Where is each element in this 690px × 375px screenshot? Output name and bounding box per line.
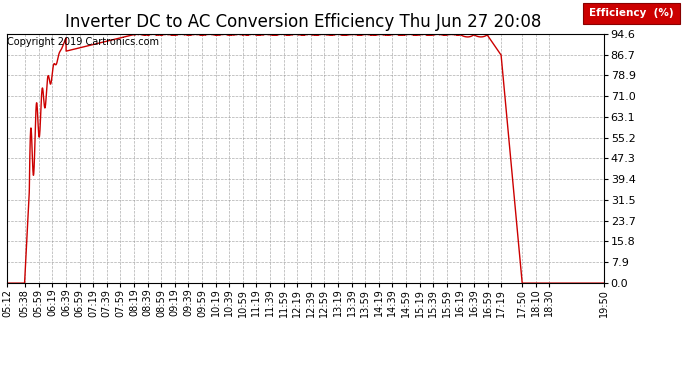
Text: Inverter DC to AC Conversion Efficiency Thu Jun 27 20:08: Inverter DC to AC Conversion Efficiency … bbox=[66, 13, 542, 31]
Text: Efficiency  (%): Efficiency (%) bbox=[589, 9, 673, 18]
Text: Copyright 2019 Cartronics.com: Copyright 2019 Cartronics.com bbox=[8, 38, 159, 48]
